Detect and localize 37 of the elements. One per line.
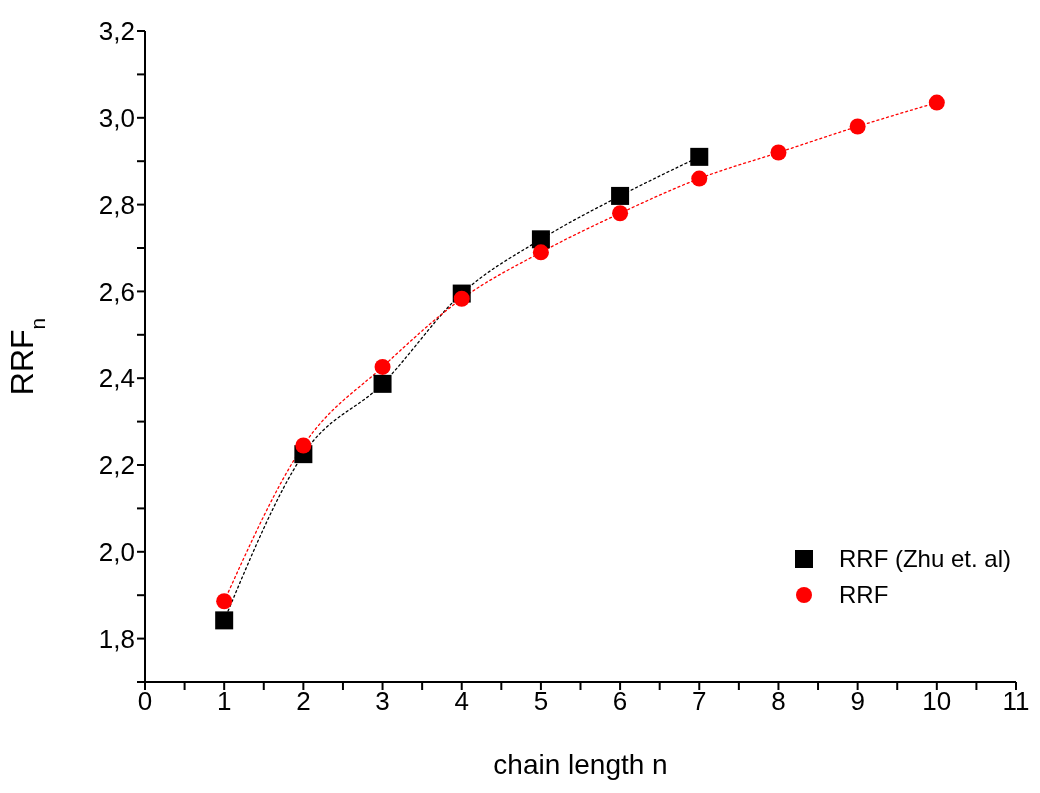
point bbox=[295, 437, 312, 454]
y-tick-label: 2,6 bbox=[98, 276, 135, 307]
y-tick-label: 2,8 bbox=[98, 189, 135, 220]
x-tick-label: 9 bbox=[850, 686, 865, 717]
legend-label: RRF (Zhu et. al) bbox=[838, 545, 1011, 573]
y-tick-label: 3,2 bbox=[98, 16, 135, 47]
x-tick-label: 10 bbox=[922, 686, 952, 717]
x-tick-label: 1 bbox=[216, 686, 232, 717]
y-tick-label: 3,0 bbox=[98, 103, 135, 134]
x-tick-label: 3 bbox=[375, 686, 390, 717]
point bbox=[373, 374, 392, 393]
point bbox=[532, 244, 549, 261]
x-tick-label: 8 bbox=[771, 686, 786, 717]
point bbox=[215, 611, 234, 630]
point bbox=[612, 205, 629, 222]
x-tick-label: 11 bbox=[1002, 686, 1030, 717]
point bbox=[690, 147, 709, 166]
point bbox=[691, 170, 708, 187]
point bbox=[770, 144, 787, 161]
x-tick-label: 0 bbox=[137, 686, 153, 717]
point bbox=[374, 358, 391, 375]
point bbox=[928, 94, 945, 111]
y-tick-label: 1,8 bbox=[98, 623, 135, 654]
x-axis-title: chain length n bbox=[493, 749, 668, 780]
y-tick-label: 2,2 bbox=[98, 450, 135, 481]
x-tick-label: 4 bbox=[454, 686, 469, 717]
legend-label: RRF bbox=[838, 581, 889, 609]
x-tick-label: 2 bbox=[296, 686, 311, 717]
x-tick-label: 6 bbox=[612, 686, 628, 717]
point bbox=[849, 118, 866, 135]
point bbox=[611, 186, 630, 205]
y-tick-label: 2,4 bbox=[98, 363, 135, 394]
point bbox=[453, 290, 470, 307]
point bbox=[216, 593, 233, 610]
x-tick-label: 5 bbox=[533, 686, 549, 717]
x-tick-label: 7 bbox=[692, 686, 707, 717]
y-tick-label: 2,0 bbox=[98, 537, 135, 568]
